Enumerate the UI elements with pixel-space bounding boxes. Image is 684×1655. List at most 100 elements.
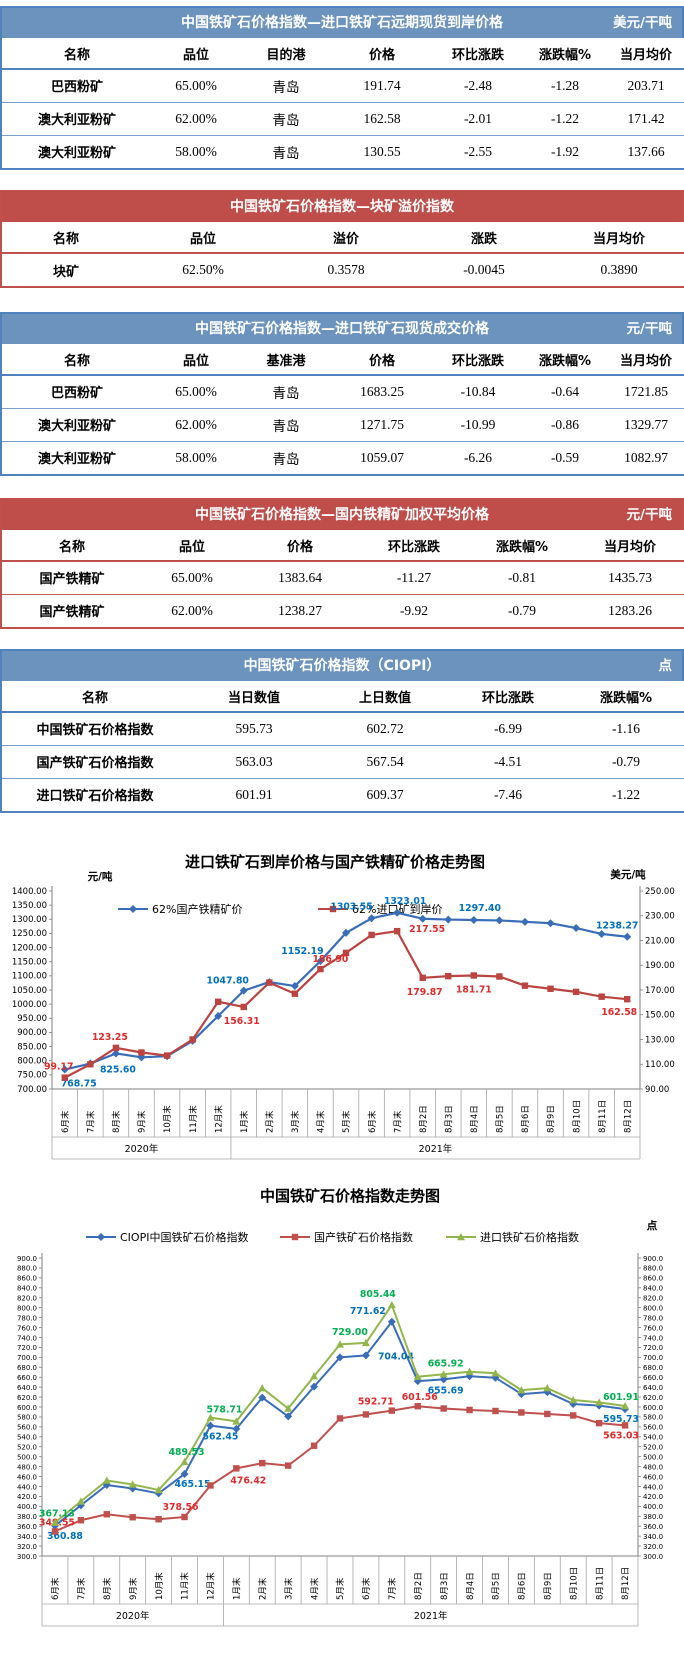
table-header-row: 名称 品位 基准港 价格 环比涨跌 涨跌幅% 当月均价 [2, 344, 684, 376]
right-axis-tick-label: 380.0 [643, 1513, 663, 1521]
data-point-label: 595.73 [603, 1414, 639, 1425]
column-header: 涨跌幅% [524, 38, 606, 70]
data-point-marker [413, 1372, 422, 1380]
data-point-label: 1152.19 [281, 946, 323, 957]
x-axis-category-label: 8月3日 [444, 1105, 454, 1133]
value-cell: 1383.64 [278, 569, 322, 585]
right-axis-tick-label: 680.0 [643, 1364, 663, 1372]
data-point-label: 601.56 [402, 1392, 438, 1403]
x-axis-category-label: 8月5日 [496, 1105, 506, 1133]
x-axis-category-label: 8月3日 [440, 1572, 450, 1600]
data-point-marker [520, 917, 529, 926]
data-point-label: 729.00 [332, 1327, 368, 1338]
left-axis-tick-label: 1200.00 [12, 943, 47, 953]
x-axis-category-label: 7月末 [392, 1110, 403, 1133]
data-point-label: 1297.40 [459, 903, 502, 914]
right-axis-tick-label: 230.00 [645, 912, 675, 922]
series-进口铁矿石价格指数: 367.13 489.53 578.71 729.00 805.44 665.92 601.… [39, 1289, 639, 1526]
value-cell: 563.03 [188, 744, 320, 778]
right-axis-tick-label: 170.00 [645, 986, 675, 996]
row-name-cell: 澳大利亚粉矿 [2, 407, 152, 441]
column-header: 涨跌 [416, 222, 552, 254]
left-axis-tick-label: 1100.00 [12, 972, 47, 982]
data-point-label: 367.13 [39, 1509, 75, 1520]
left-axis-tick-label: 460.0 [17, 1473, 37, 1481]
x-axis-category-label: 12月末 [213, 1105, 224, 1133]
x-axis-category-label: 8月4日 [466, 1572, 476, 1600]
left-axis-tick-label: 320.0 [17, 1543, 37, 1551]
x-axis-category-label: 8月2日 [419, 1105, 429, 1133]
data-point-marker [469, 916, 478, 925]
value-cell: 0.3890 [600, 262, 638, 277]
x-axis-category-label: 8月10日 [569, 1567, 579, 1600]
data-point-marker [232, 1424, 241, 1433]
x-axis-category-label: 6月末 [367, 1110, 378, 1133]
left-axis-tick-label: 300.0 [17, 1553, 37, 1561]
right-axis-tick-label: 820.0 [643, 1295, 663, 1303]
value-cell: 62.50% [182, 262, 224, 277]
data-point-label: 1303.55 [330, 901, 372, 912]
column-header: 涨跌幅% [524, 344, 606, 376]
legend-item: CIOPI中国铁矿石价格指数 [86, 1230, 248, 1244]
data-point-label: 704.04 [378, 1351, 414, 1362]
right-axis-tick-label: 340.0 [643, 1533, 663, 1541]
data-point-marker [572, 988, 580, 996]
table-lump-premium: 中国铁矿石价格指数—块矿溢价指数 名称 品位 溢价 涨跌 当月均价 块矿 62.50% 0.35… [0, 190, 684, 288]
data-point-marker [521, 982, 529, 989]
table-row: 澳大利亚粉矿 62.00% 青岛 1271.75 -10.99 -0.86 1329.77 [2, 407, 684, 441]
row-name-cell: 中国铁矿石价格指数 [36, 723, 154, 739]
value-cell: 602.72 [366, 720, 404, 736]
data-point-marker [206, 1421, 215, 1430]
data-point-label: 655.69 [428, 1385, 464, 1396]
series-62%进口矿到岸价: 99.17 123.25 156.31 186.90 217.55 179.87 181.7… [44, 924, 637, 1081]
value-cell: 1059.07 [332, 440, 432, 474]
column-header: 名称 [2, 38, 152, 70]
left-axis-tick-label: 1300.00 [12, 915, 47, 925]
data-point-marker [232, 1417, 241, 1425]
left-axis-tick-label: 700.0 [17, 1354, 37, 1362]
value-cell: 191.74 [363, 77, 401, 93]
table-ciopi: 中国铁矿石价格指数（CIOPI）点名称 当日数值 上日数值 环比涨跌 涨跌幅% 中国铁矿石… [0, 649, 684, 813]
x-axis-category-label: 8月末 [111, 1110, 122, 1133]
table-title-bar: 中国铁矿石价格指数（CIOPI） 点 [2, 651, 682, 681]
data-point-marker [207, 1482, 214, 1489]
right-axis-tick-label: 210.00 [645, 936, 675, 946]
left-axis-tick-label: 900.0 [17, 1255, 37, 1263]
data-point-marker [258, 1393, 267, 1402]
x-axis-category-label: 8月6日 [521, 1105, 531, 1133]
value-cell: -1.22 [566, 777, 684, 811]
data-point-label: 179.87 [407, 987, 443, 998]
data-point-marker [444, 915, 453, 924]
data-point-marker [87, 1061, 94, 1068]
right-axis-tick-label: 840.0 [643, 1285, 663, 1293]
right-axis-tick-label: 440.0 [643, 1483, 663, 1491]
column-header: 名称 [2, 530, 142, 562]
value-cell: 1283.26 [574, 593, 684, 627]
column-header: 环比涨跌 [432, 38, 524, 70]
column-header: 涨跌幅% [566, 681, 684, 713]
x-axis-category-label: 7月末 [76, 1577, 87, 1600]
table-header-row: 名称 品位 溢价 涨跌 当月均价 [2, 222, 684, 254]
value-cell: -0.86 [524, 407, 606, 441]
value-cell: 青岛 [240, 134, 332, 168]
data-point-label: 562.45 [202, 1432, 238, 1443]
data-point-label: 592.71 [358, 1397, 394, 1408]
row-name-cell: 澳大利亚粉矿 [2, 134, 152, 168]
value-cell: 62.00% [152, 407, 240, 441]
x-axis-category-label: 2月末 [265, 1110, 276, 1133]
x-axis-category-label: 7月末 [86, 1110, 97, 1133]
table-row: 巴西粉矿 65.00% 青岛 191.74 -2.48 -1.28 203.71 [2, 69, 684, 102]
data-point-marker [181, 1513, 188, 1521]
data-point-marker [233, 1465, 240, 1472]
right-axis-tick-label: 700.0 [643, 1354, 663, 1362]
left-axis-tick-label: 620.0 [17, 1394, 37, 1402]
data-point-marker [457, 1233, 465, 1241]
data-point-marker [112, 1044, 120, 1052]
left-axis-tick-label: 750.00 [17, 1071, 47, 1081]
left-axis-tick-label: 360.0 [17, 1523, 37, 1531]
column-header: 目的港 [240, 38, 332, 70]
data-point-marker [570, 1412, 577, 1419]
x-axis-category-label: 9月末 [128, 1577, 139, 1600]
